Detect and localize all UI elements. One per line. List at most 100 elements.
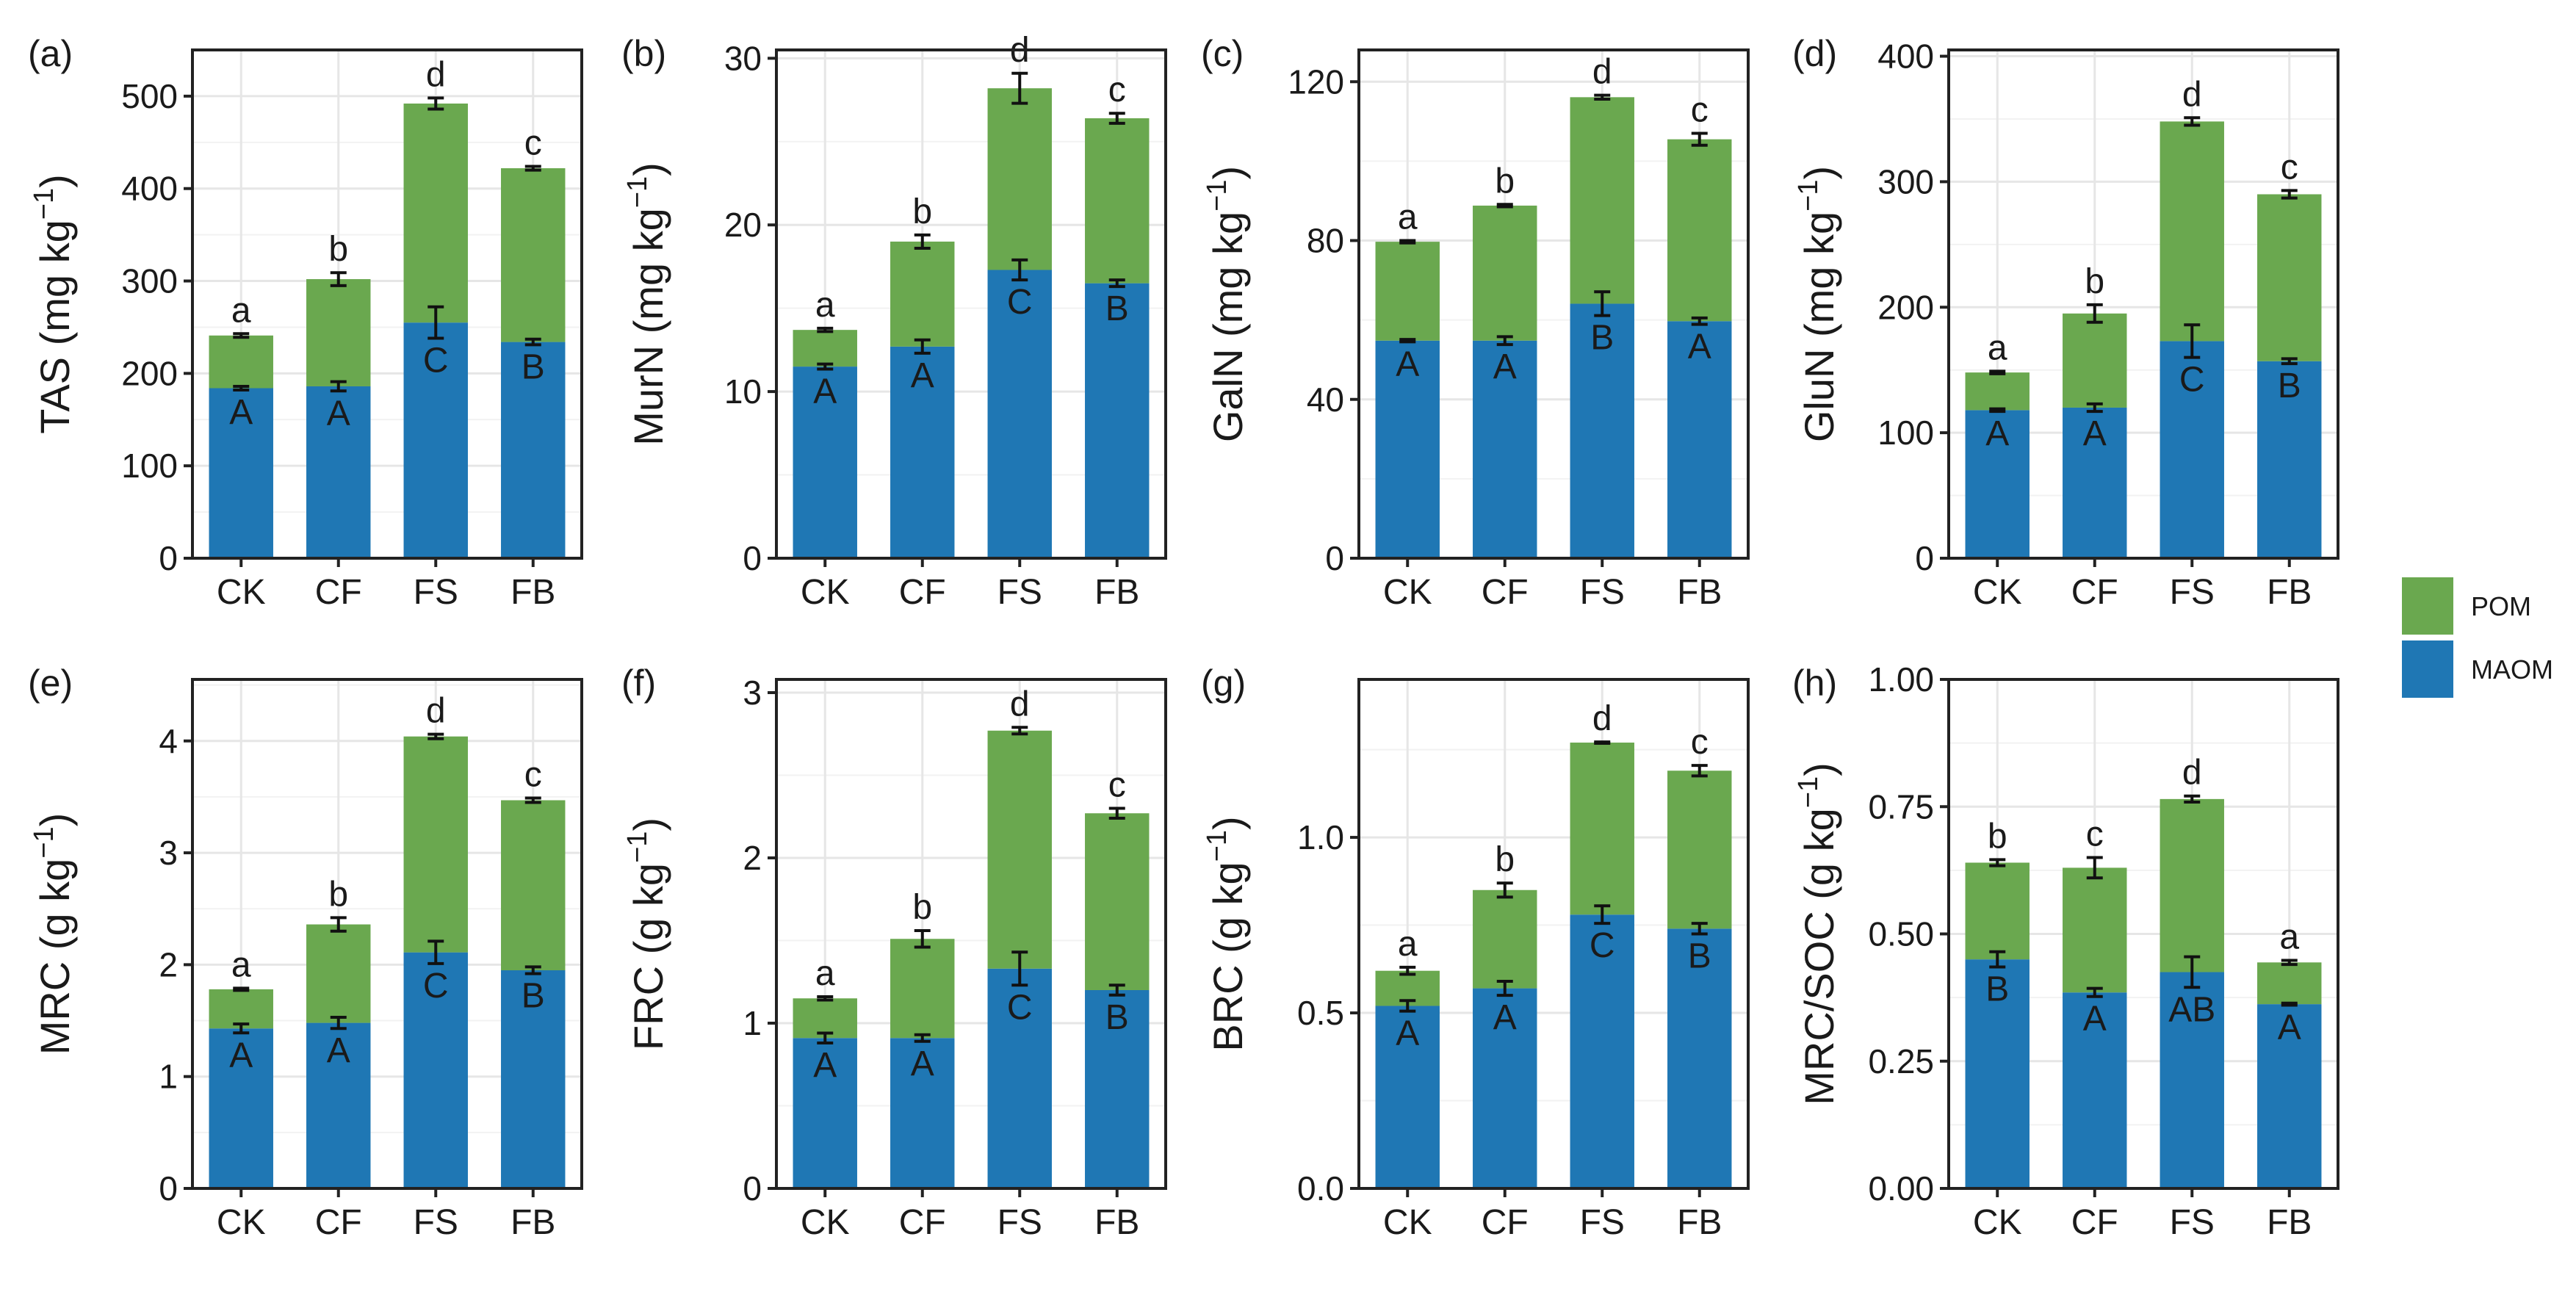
errorbar-pom [427,96,444,111]
bar-pom [501,800,566,970]
y-tick-label: 0 [159,1169,178,1208]
letter-total: a [1398,198,1418,237]
letter-total: d [426,692,446,731]
panel-g: (g) a A CK b A CF d C FS c B FB 0.0 0.5 1.0 BRC (g kg−1) [1201,663,1750,1242]
panel-label: (f) [621,663,656,704]
y-tick-label: 4 [159,722,178,760]
letter-maom: B [1105,289,1129,328]
y-axis-label-space [1205,953,1251,965]
y-tick-label: 1.0 [1297,818,1344,856]
errorbar-maom [427,939,444,965]
errorbar-pom [2184,794,2201,804]
y-axis-label: TAS (mg kg−1) [29,174,78,433]
bar-maom [890,346,955,558]
x-tick-label: FB [1094,573,1139,612]
letter-total: c [524,124,542,163]
bar-maom [209,1028,273,1188]
errorbar-maom [1108,278,1125,289]
letter-maom: A [327,1031,350,1070]
letter-total: a [231,291,251,330]
y-axis-label-space [1796,337,1842,349]
legend-swatch-maom [2402,640,2453,698]
y-tick-label: 0 [743,539,762,577]
x-tick-label: CF [1482,573,1529,612]
y-axis-label: MurN (mg kg−1) [622,162,671,446]
letter-maom: A [1396,1014,1419,1053]
panel-label: (b) [621,33,666,74]
letter-total: b [328,875,348,914]
bar-maom [2160,972,2224,1188]
x-tick-label: CF [1482,1203,1529,1242]
bar-maom [1965,410,2030,558]
letter-total: d [426,55,446,94]
errorbar-pom [1399,239,1416,245]
letter-total: d [2182,754,2202,793]
bar-maom [403,322,468,558]
x-tick-label: FS [1580,573,1625,612]
errorbar-maom [1989,407,2006,414]
x-tick-label: CK [801,573,850,612]
y-tick-label: 0.25 [1868,1042,1934,1080]
letter-maom: A [1985,414,2009,453]
bar-pom [1965,862,2030,960]
errorbar-maom [914,338,931,355]
bar-pom [2257,194,2322,361]
errorbar-maom [1399,999,1416,1013]
y-tick-label: 0 [159,539,178,577]
legend: POM MAOM [2402,577,2553,698]
y-axis-label: GalN (mg kg−1) [1202,166,1251,442]
bar-maom [2063,992,2127,1188]
letter-maom: A [327,394,350,433]
x-tick-label: CK [1973,573,2022,612]
x-tick-label: CK [1383,1203,1432,1242]
letter-total: c [2086,815,2104,854]
panel-border [191,678,583,1190]
panel-h: (h) b B CK c A CF d AB FS a A FB 0.00 0.25 0.50 0.75 1.00… [1792,660,2339,1242]
y-tick-label: 0 [1915,539,1934,577]
letter-maom: A [813,372,837,411]
errorbar-pom [2281,959,2298,967]
letter-total: a [1398,925,1418,964]
errorbar-maom [427,305,444,340]
x-tick-label: CK [801,1203,850,1242]
errorbar-pom [1691,131,1708,147]
panel-label: (g) [1201,663,1246,704]
bar-maom [1085,990,1150,1188]
y-tick-label: 20 [724,206,762,244]
x-tick-label: CK [1383,573,1432,612]
panel-border [775,678,1167,1190]
y-tick-label: 10 [724,372,762,411]
y-tick-label: 300 [121,262,178,300]
errorbar-pom [330,271,347,287]
errorbar-pom [1108,112,1125,125]
y-axis-label-exponent: −1 [622,831,653,863]
errorbar-pom [1011,726,1028,736]
panel-label: (a) [28,33,73,74]
bar-pom [2160,798,2224,972]
bar-maom [1473,988,1537,1188]
y-axis-label-unit: (mg kg [625,208,671,333]
y-tick-label: 100 [121,447,178,485]
y-tick-label: 500 [121,77,178,115]
letter-total: a [815,286,835,325]
bar-pom [1667,770,1732,929]
errorbar-pom [2086,303,2103,324]
errorbar-pom [524,796,541,804]
y-tick-label: 0.0 [1297,1169,1344,1208]
bar-maom [1570,303,1634,558]
y-axis-label: MRC (g kg−1) [29,813,78,1055]
y-axis-label-unit: (g kg [1796,808,1842,900]
errorbar-pom [817,995,834,1002]
bar-maom [1473,340,1537,558]
y-tick-label: 120 [1288,62,1344,101]
y-axis-label-main: MRC [32,961,78,1055]
x-tick-label: FB [1094,1203,1139,1242]
bar-pom [987,88,1052,270]
errorbar-maom [2086,402,2103,414]
y-axis-label-unit: (mg kg [32,220,78,345]
y-tick-label: 300 [1877,162,1934,201]
errorbar-pom [2281,189,2298,200]
bar-pom [793,998,857,1039]
bar-maom [2063,407,2127,558]
